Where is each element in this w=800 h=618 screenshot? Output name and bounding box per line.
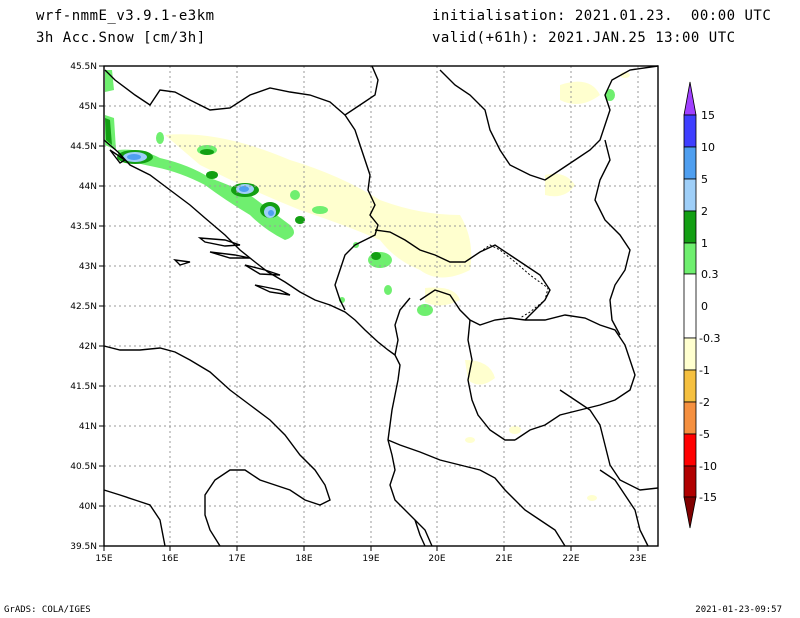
colorbar-label: 15 — [701, 109, 715, 122]
colorbar-top-arrow — [683, 81, 697, 116]
lon-label: 18E — [295, 554, 312, 564]
valid-time: valid(+61h): 2021.JAN.25 13:00 UTC — [432, 30, 736, 46]
kosovo-border — [479, 244, 549, 319]
colorbar-label: -10 — [699, 460, 717, 473]
colorbar-swatch — [683, 337, 697, 371]
colorbar-swatch — [683, 146, 697, 180]
lat-label: 44N — [79, 182, 97, 192]
colorbar-label: -1 — [699, 364, 710, 377]
lon-label: 15E — [95, 554, 112, 564]
lat-label: 41.5N — [70, 382, 97, 392]
colorbar-label: 5 — [701, 173, 708, 186]
colorbar-label: -2 — [699, 396, 710, 409]
lat-label: 41N — [79, 422, 97, 432]
lon-label: 16E — [161, 554, 178, 564]
colorbar-swatch — [683, 242, 697, 275]
lon-label: 20E — [428, 554, 445, 564]
colorbar-label: -15 — [699, 491, 717, 504]
lat-label: 45N — [79, 102, 97, 112]
coastlines-borders — [103, 65, 659, 547]
colorbar-swatch — [683, 369, 697, 403]
colorbar-label: -5 — [699, 428, 710, 441]
lat-label: 40N — [79, 502, 97, 512]
tick-marks — [99, 65, 639, 551]
colorbar-swatch — [683, 273, 697, 339]
colorbar-swatch — [683, 114, 697, 148]
lon-label: 21E — [495, 554, 512, 564]
timestamp-text: 2021-01-23-09:57 — [695, 605, 782, 615]
lat-label: 39.5N — [70, 542, 97, 552]
lat-label: 44.5N — [70, 142, 97, 152]
lon-label: 23E — [629, 554, 646, 564]
graticule — [104, 66, 658, 546]
field-title: 3h Acc.Snow [cm/3h] — [36, 30, 206, 46]
lat-label: 43.5N — [70, 222, 97, 232]
colorbar-label: 1 — [701, 237, 708, 250]
colorbar-swatch — [683, 401, 697, 435]
colorbar-label: 0.3 — [701, 268, 719, 281]
model-title: wrf-nmmE_v3.9.1-e3km — [36, 8, 215, 24]
colorbar-label: 10 — [701, 141, 715, 154]
lat-labels: 45.5N 45N 44.5N 44N 43.5N 43N 42.5N 42N … — [70, 62, 97, 552]
colorbar-swatch — [683, 433, 697, 467]
colorbar: 15 10 5 2 1 0.3 0 -0.3 -1 -2 -5 -10 -15 — [683, 81, 720, 529]
lon-label: 22E — [562, 554, 579, 564]
credit-text: GrADS: COLA/IGES — [4, 605, 91, 615]
lat-label: 43N — [79, 262, 97, 272]
lat-label: 42.5N — [70, 302, 97, 312]
lon-label: 17E — [228, 554, 245, 564]
colorbar-label: -0.3 — [699, 332, 720, 345]
colorbar-bottom-arrow — [683, 496, 697, 529]
init-time: initialisation: 2021.01.23. 00:00 UTC — [432, 8, 772, 24]
colorbar-label: 0 — [701, 300, 708, 313]
lon-label: 19E — [362, 554, 379, 564]
lat-label: 42N — [79, 342, 97, 352]
colorbar-swatch — [683, 210, 697, 244]
snow-shading — [105, 70, 630, 501]
lat-label: 45.5N — [70, 62, 97, 72]
lon-labels: 15E 16E 17E 18E 19E 20E 21E 22E 23E — [95, 554, 646, 564]
colorbar-swatch — [683, 178, 697, 212]
colorbar-swatch — [683, 465, 697, 498]
colorbar-labels: 15 10 5 2 1 0.3 0 -0.3 -1 -2 -5 -10 -15 — [699, 109, 720, 504]
lat-label: 40.5N — [70, 462, 97, 472]
colorbar-label: 2 — [701, 205, 708, 218]
